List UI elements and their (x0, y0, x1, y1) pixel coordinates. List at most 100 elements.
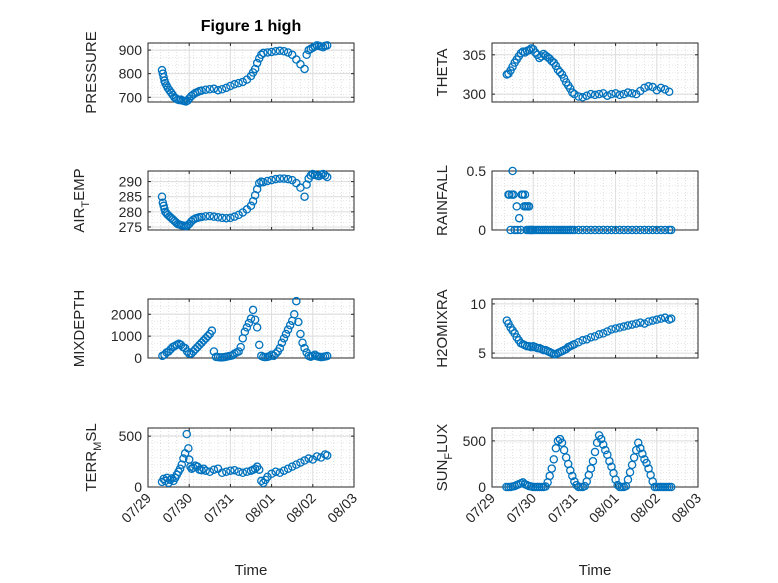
data-point (304, 454, 313, 463)
data-point (226, 466, 235, 475)
data-point (648, 225, 657, 235)
data-point (652, 315, 662, 324)
data-point (627, 89, 637, 98)
data-point (582, 91, 592, 100)
data-point (627, 320, 637, 329)
data-point (279, 47, 289, 56)
data-point (281, 329, 291, 339)
data-point (644, 82, 653, 91)
data-point (217, 213, 227, 223)
data-point (283, 325, 293, 334)
axes-border (491, 427, 699, 488)
data-point (566, 466, 575, 475)
figure-title: Figure 1 high (201, 18, 301, 35)
y-axis-label-air_temp: AIRTEMP (71, 168, 92, 232)
data-point (184, 444, 193, 453)
data-point (636, 318, 645, 327)
subplot-theta: 300 305 THETA (434, 42, 699, 103)
data-point (179, 454, 188, 463)
axes-border (491, 42, 699, 103)
data-point (275, 46, 285, 56)
x-tick-label: 08/01 (242, 490, 278, 526)
data-point (252, 58, 262, 68)
data-point (531, 48, 540, 57)
axes-border (147, 170, 355, 231)
data-point (263, 176, 272, 186)
data-point (246, 314, 256, 323)
data-point (234, 78, 243, 88)
y-axis-label-pressure: PRESSURE (83, 31, 100, 114)
x-tick-label: 08/02 (283, 490, 319, 526)
x-tick-label: 08/02 (627, 490, 663, 526)
subplots: 700 800 900 PRESSURE 300 305 THETA 275280285290… (71, 31, 704, 526)
y-axis-label-mixdepth: MIXDEPTH (71, 290, 88, 368)
data-point (598, 89, 608, 98)
data-point (248, 305, 258, 315)
data-point (640, 319, 649, 328)
data-point (638, 449, 647, 459)
data-point (226, 81, 235, 91)
data-point (230, 465, 239, 475)
data-point (627, 460, 637, 470)
series-markers (158, 296, 332, 362)
data-point (666, 225, 676, 235)
data-point (603, 327, 612, 336)
x-tick-label: 08/03 (668, 490, 704, 526)
data-point (300, 456, 309, 465)
data-point (296, 59, 305, 69)
data-point (524, 202, 534, 211)
data-point (275, 343, 285, 353)
data-point (666, 482, 676, 492)
data-point (292, 296, 301, 306)
data-point (656, 314, 666, 323)
y-axis-label-theta: THETA (434, 48, 451, 96)
data-point (271, 349, 280, 358)
data-point (279, 466, 289, 475)
data-point (611, 225, 620, 235)
data-point (250, 64, 260, 74)
data-point (177, 460, 187, 469)
data-point (547, 56, 556, 66)
data-point (508, 166, 517, 176)
data-point (257, 476, 266, 486)
data-point (238, 468, 248, 478)
data-point (159, 72, 168, 82)
data-point (226, 213, 235, 223)
data-point (656, 83, 666, 93)
data-point (238, 77, 248, 87)
subplot-pressure: 700 800 900 PRESSURE (83, 31, 355, 114)
y-tick-label: 290 (119, 174, 143, 190)
series-markers (157, 429, 332, 488)
y-tick-label: 10 (470, 296, 486, 312)
data-point (246, 201, 256, 211)
data-point (625, 467, 635, 477)
data-point (611, 475, 620, 484)
data-point (559, 445, 569, 455)
major-grid (492, 428, 698, 487)
data-point (267, 47, 276, 57)
data-point (590, 90, 600, 100)
data-point (636, 444, 645, 453)
data-point (287, 50, 297, 60)
data-point (627, 225, 637, 235)
data-point (619, 89, 629, 99)
data-point (209, 465, 219, 474)
data-point (607, 225, 616, 235)
y-tick-label: 0 (134, 479, 142, 495)
data-point (205, 85, 215, 94)
data-point (234, 347, 243, 356)
data-point (275, 174, 285, 183)
data-point (582, 335, 592, 344)
data-point (294, 317, 303, 327)
subplot-sun_flux: 07/29 07/30 07/31 08/01 08/02 08/03 0 500 SUNFLU… (434, 424, 704, 526)
data-point (300, 192, 309, 201)
data-point (292, 55, 301, 64)
data-point (157, 192, 167, 201)
data-point (322, 41, 332, 50)
data-point (271, 47, 280, 56)
data-point (201, 85, 210, 94)
data-point (277, 338, 287, 347)
y-tick-label: 500 (119, 428, 143, 444)
data-point (580, 481, 589, 491)
data-point (182, 429, 191, 439)
